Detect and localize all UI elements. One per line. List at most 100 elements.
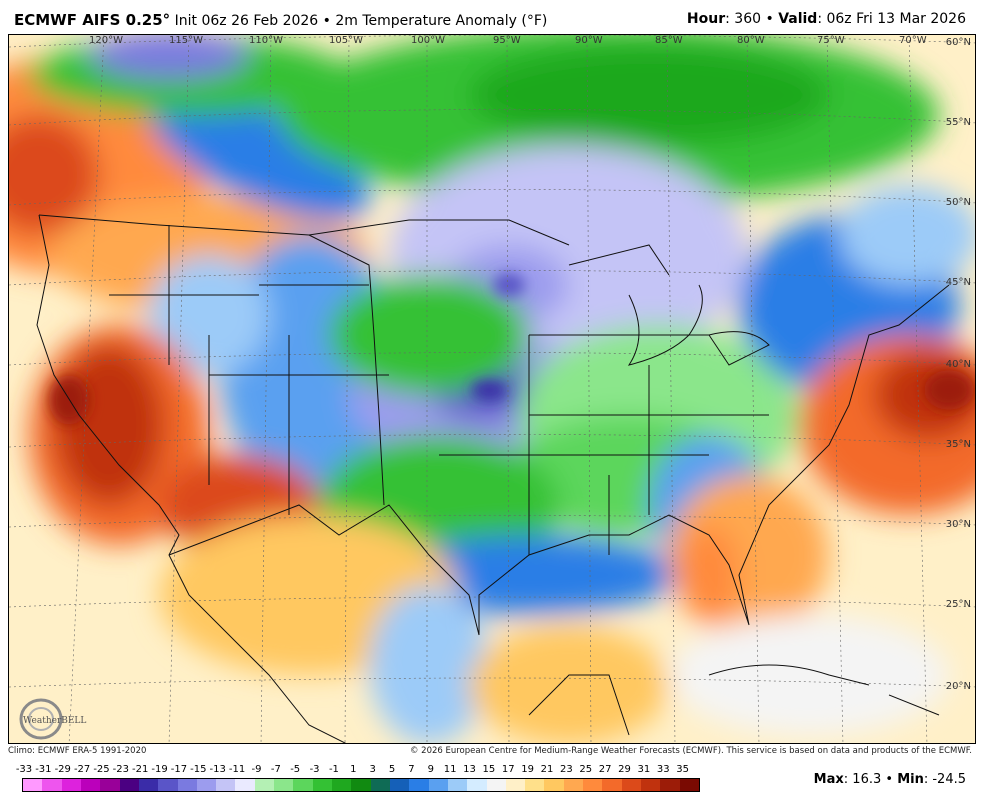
colorbar-swatch: [332, 779, 352, 791]
colorbar-label: -25: [93, 764, 110, 775]
colorbar-swatch: [254, 779, 275, 791]
anomaly-shading: [9, 35, 975, 743]
colorbar-swatch: [621, 779, 641, 791]
colorbar-swatch: [447, 779, 468, 791]
colorbar-swatch: [158, 779, 178, 791]
colorbar-swatch: [544, 779, 564, 791]
colorbar-swatch: [23, 779, 43, 791]
max-label: Max: [813, 772, 844, 787]
colorbar-label: -7: [270, 764, 281, 775]
anomaly-map: 120°W 115°W 110°W 105°W 100°W 95°W 90°W …: [8, 34, 976, 744]
colorbar-label: -5: [290, 764, 301, 775]
colorbar-label: 3: [369, 764, 376, 775]
colorbar-label: -9: [251, 764, 262, 775]
colorbar-label: 21: [540, 764, 554, 775]
colorbar-swatch: [177, 779, 197, 791]
colorbar-label: -19: [151, 764, 168, 775]
min-value: : -24.5: [923, 772, 966, 787]
logo-swirl-icon: WeatherBELL: [19, 698, 86, 740]
lon-label: 75°W: [817, 35, 845, 46]
colorbar-label: 31: [637, 764, 651, 775]
colorbar-swatch: [467, 779, 487, 791]
lon-label: 90°W: [575, 35, 603, 46]
lon-label: 85°W: [655, 35, 683, 46]
colorbar-label: 11: [443, 764, 457, 775]
colorbar-swatch: [602, 779, 622, 791]
colorbar-swatch: [525, 779, 545, 791]
colorbar-swatch: [274, 779, 294, 791]
init-time: Init 06z 26 Feb 2026: [170, 13, 319, 29]
map-title: ECMWF AIFS 0.25° Init 06z 26 Feb 2026 • …: [14, 11, 547, 29]
copyright-note: © 2026 European Centre for Medium-Range …: [409, 746, 972, 756]
model-name: ECMWF AIFS 0.25: [14, 11, 163, 29]
lat-label: 45°N: [945, 277, 971, 288]
colorbar-swatch: [370, 779, 390, 791]
valid-label: Valid: [778, 11, 818, 27]
lon-label: 100°W: [411, 35, 445, 46]
colorbar-label: 19: [521, 764, 535, 775]
colorbar-swatch: [80, 779, 101, 791]
colorbar-label: 9: [427, 764, 434, 775]
colorbar-swatch: [563, 779, 584, 791]
colorbar-swatch: [312, 779, 332, 791]
header: ECMWF AIFS 0.25° Init 06z 26 Feb 2026 • …: [0, 0, 984, 34]
colorbar-swatch: [583, 779, 603, 791]
map-canvas: [9, 35, 975, 743]
colorbar-swatch: [351, 779, 371, 791]
colorbar-swatch: [293, 779, 313, 791]
colorbar-label: -23: [112, 764, 130, 775]
lon-label: 70°W: [899, 35, 927, 46]
lon-label: 95°W: [493, 35, 521, 46]
colorbar-swatch: [42, 779, 62, 791]
max-min-readout: Max: 16.3 • Min: -24.5: [814, 772, 966, 787]
degree-symbol: °: [162, 11, 171, 29]
colorbar-label: 25: [579, 764, 593, 775]
valid-separator: •: [761, 11, 779, 27]
valid-info: Hour: 360 • Valid: 06z Fri 13 Mar 2026: [687, 11, 966, 27]
colorbar-swatch: [428, 779, 448, 791]
lon-label: 110°W: [249, 35, 283, 46]
valid-value: : 06z Fri 13 Mar 2026: [817, 11, 966, 27]
colorbar-label: 1: [350, 764, 357, 775]
colorbar-swatch: [119, 779, 139, 791]
lat-label: 30°N: [945, 519, 971, 530]
colorbar-label: -27: [73, 764, 91, 775]
colorbar-swatch: [389, 779, 410, 791]
colorbar-swatch: [138, 779, 159, 791]
lat-label: 60°N: [945, 37, 971, 48]
lon-label: 120°W: [89, 35, 123, 46]
colorbar-swatch: [486, 779, 506, 791]
hour-value: : 360: [725, 11, 762, 27]
colorbar-label: -13: [209, 764, 226, 775]
colorbar-label: -31: [35, 764, 52, 775]
colorbar-label: 23: [560, 764, 573, 775]
colorbar-label: -33: [15, 764, 33, 775]
min-label: Min: [897, 772, 924, 787]
colorbar: [22, 778, 700, 792]
lon-label: 80°W: [737, 35, 765, 46]
colorbar-swatch: [679, 779, 699, 791]
colorbar-label: 13: [463, 764, 476, 775]
colorbar-label: -1: [328, 764, 339, 775]
climo-note: Climo: ECMWF ERA-5 1991-2020: [8, 746, 147, 756]
colorbar-swatch: [505, 779, 526, 791]
title-separator: •: [318, 13, 336, 29]
colorbar-label: -17: [170, 764, 188, 775]
field-name: 2m Temperature Anomaly (°F): [335, 13, 548, 29]
colorbar-label: 15: [482, 764, 496, 775]
colorbar-swatch: [235, 779, 255, 791]
colorbar-label: -21: [132, 764, 149, 775]
colorbar-label: 35: [676, 764, 689, 775]
logo-text: WeatherBELL: [23, 716, 86, 726]
colorbar-swatch: [61, 779, 81, 791]
political-boundaries: [36, 214, 950, 743]
hour-label: Hour: [686, 11, 726, 27]
colorbar-swatch: [100, 779, 120, 791]
colorbar-label: 17: [501, 764, 515, 775]
max-min-separator: •: [881, 772, 898, 787]
lat-label: 25°N: [945, 599, 971, 610]
lon-label: 115°W: [169, 35, 203, 46]
colorbar-labels: -33 -31 -29 -27 -25 -23 -21 -19 -17 -15 -13 -11 -9 -7…: [14, 764, 714, 776]
colorbar-swatch: [660, 779, 680, 791]
colorbar-swatch: [409, 779, 429, 791]
